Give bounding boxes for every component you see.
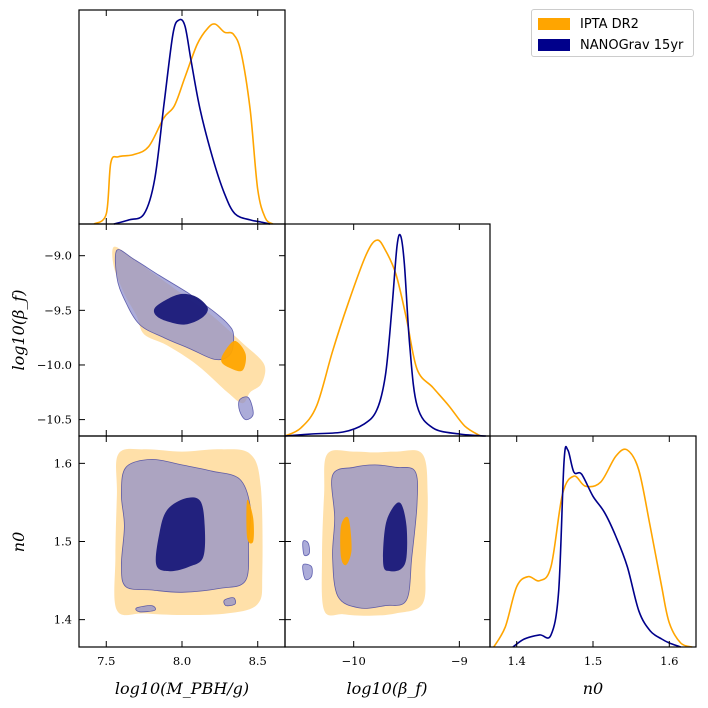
y-tick-label-beta: −10.5: [37, 413, 72, 427]
x-tick-label-mpbh: 7.5: [97, 654, 115, 668]
y-axis-label-beta: log10(β_f): [9, 289, 28, 370]
beta-marginal-ipta-line: [284, 239, 481, 437]
y-tick-label-beta: −10.0: [37, 358, 72, 372]
legend: IPTA DR2 NANOGrav 15yr: [531, 9, 694, 57]
mpbh-n0-nanograv-inner-contour: [155, 497, 206, 572]
y-tick-label-n0: 1.4: [54, 613, 72, 627]
beta-n0-ipta-inner-contour: [340, 516, 352, 566]
x-tick-label-beta: −10: [342, 654, 366, 668]
legend-label-ipta: IPTA DR2: [580, 16, 639, 32]
x-axis-label-beta: log10(β_f): [346, 679, 427, 698]
x-tick-label-mpbh: 8.0: [173, 654, 191, 668]
x-axis-label-mpbh: log10(M_PBH/g): [115, 679, 249, 698]
y-axis-label-n0: n0: [9, 532, 28, 552]
n0-marginal-ipta-line: [493, 448, 693, 648]
x-axis-label-n0: n0: [583, 679, 603, 698]
panel-n0-marginal-frame: [489, 435, 697, 648]
mpbh-beta-nanograv-inner-contour: [153, 293, 208, 325]
mpbh-n0-ipta-inner-contour: [246, 499, 254, 544]
beta-n0-nanograv-inner-contour: [382, 502, 408, 572]
beta-n0-nanograv-outer-contour: [331, 464, 418, 609]
beta-marginal-nanograv-line: [284, 233, 486, 437]
n0-marginal-nanograv-line: [512, 445, 681, 648]
x-tick-label-n0: 1.5: [584, 654, 602, 668]
legend-swatch-ipta: [538, 18, 570, 30]
x-tick-label-n0: 1.4: [508, 654, 526, 668]
legend-swatch-nanograv: [538, 39, 570, 51]
mpbh-marginal-ipta-line: [93, 23, 274, 225]
x-tick-label-beta: −9: [451, 654, 468, 668]
y-tick-label-n0: 1.6: [54, 456, 72, 470]
y-tick-label-beta: −9.0: [44, 249, 72, 263]
x-tick-label-mpbh: 8.5: [249, 654, 267, 668]
mpbh-beta-nanograv-outer2-contour: [238, 396, 254, 421]
legend-item-nanograv: NANOGrav 15yr: [538, 36, 683, 54]
y-tick-label-beta: −9.5: [44, 303, 72, 317]
y-tick-label-n0: 1.5: [54, 535, 72, 549]
legend-label-nanograv: NANOGrav 15yr: [580, 37, 684, 53]
beta-n0-nanograv-outer3-contour: [302, 563, 313, 581]
mpbh-n0-nanograv-outer3-contour: [223, 597, 236, 607]
panel-mpbh-marginal-frame: [78, 9, 286, 225]
legend-item-ipta: IPTA DR2: [538, 15, 639, 33]
mpbh-n0-nanograv-outer2-contour: [135, 605, 156, 613]
mpbh-marginal-nanograv-line: [113, 18, 271, 225]
beta-n0-nanograv-outer2-contour: [302, 540, 310, 557]
x-tick-label-n0: 1.6: [660, 654, 678, 668]
mpbh-beta-ipta-inner-contour: [221, 340, 247, 372]
